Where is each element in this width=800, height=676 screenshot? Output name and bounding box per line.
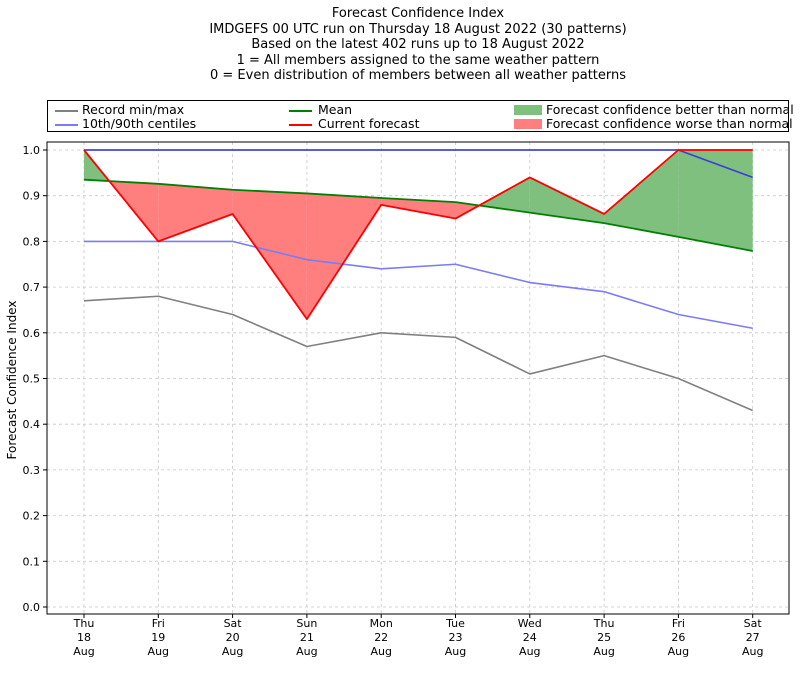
y-axis-label: Forecast Confidence Index — [5, 301, 19, 460]
y-tick-label: 0.4 — [23, 418, 41, 431]
x-tick-label-part: 27 — [746, 631, 760, 644]
x-tick-label-part: Aug — [593, 645, 614, 658]
legend-worse-swatch — [514, 119, 542, 129]
chart-subtitle-zero: 0 = Even distribution of members between… — [209, 68, 627, 84]
x-tick-label-part: Wed — [518, 617, 542, 630]
better-than-normal-fill — [529, 177, 605, 224]
x-tick-label-part: Thu — [73, 617, 95, 630]
x-tick-label-part: Sat — [744, 617, 763, 630]
x-tick-label-part: Aug — [519, 645, 540, 658]
chart-title: Forecast Confidence Index — [331, 6, 505, 21]
x-tick-label: Sun 21 Aug — [296, 617, 317, 658]
legend-better-label: Forecast confidence better than normal — [546, 102, 794, 117]
y-axis-ticks: 0.0 0.1 0.2 0.3 0.4 0.5 0.6 0.7 0.8 0.9 1.0 — [23, 144, 47, 614]
x-tick-label-part: Aug — [296, 645, 317, 658]
x-tick-label-part: Thu — [593, 617, 615, 630]
chart-title-block: Forecast Confidence Index IMDGEFS 00 UTC… — [0, 6, 800, 84]
x-tick-label-part: Sat — [224, 617, 243, 630]
x-tick-label: Thu 18 Aug — [73, 617, 95, 658]
legend-centiles-swatch — [55, 124, 78, 126]
x-tick-label-part: Tue — [445, 617, 465, 630]
y-tick-label: 0.7 — [23, 281, 41, 294]
x-tick-label-part: Aug — [222, 645, 243, 658]
current-forecast-line — [83, 149, 753, 320]
x-tick-label-part: 20 — [226, 631, 240, 644]
x-tick-label: Fri 19 Aug — [148, 617, 169, 658]
legend-current-label: Current forecast — [318, 116, 420, 131]
x-tick-label: Sat 20 Aug — [222, 617, 243, 658]
worse-than-normal-fill — [381, 197, 456, 219]
x-tick-label-part: Fri — [152, 617, 165, 630]
centile-90-line — [84, 149, 753, 179]
x-tick-label: Sat 27 Aug — [742, 617, 763, 658]
better-than-normal-fill — [604, 150, 679, 237]
y-tick-label: 0.9 — [23, 190, 41, 203]
x-tick-label-part: Mon — [370, 617, 393, 630]
legend-centiles-label: 10th/90th centiles — [82, 116, 197, 131]
worse-than-normal-fill — [232, 189, 307, 320]
legend-record-label: Record min/max — [82, 102, 185, 117]
legend-worse-label: Forecast confidence worse than normal — [546, 116, 793, 131]
x-tick-label: Thu 25 Aug — [593, 617, 615, 658]
y-tick-label: 0.6 — [23, 327, 41, 340]
x-tick-label-part: 21 — [300, 631, 314, 644]
y-tick-label: 0.5 — [23, 373, 41, 386]
legend-mean-label: Mean — [318, 102, 353, 117]
x-tick-label-part: Aug — [73, 645, 94, 658]
centile-10-line — [84, 240, 753, 330]
x-tick-label-part: Sun — [296, 617, 317, 630]
x-tick-label: Fri 26 Aug — [668, 617, 689, 658]
better-than-normal-fill — [678, 150, 753, 251]
x-tick-label-part: Fri — [672, 617, 685, 630]
legend-current-swatch — [289, 124, 312, 126]
x-tick-label-part: 18 — [77, 631, 91, 644]
x-tick-label-part: 24 — [523, 631, 537, 644]
x-tick-label-part: 25 — [597, 631, 611, 644]
chart-subtitle-run: IMDGEFS 00 UTC run on Thursday 18 August… — [209, 21, 627, 37]
legend-record-swatch — [55, 110, 78, 112]
legend: Record min/max 10th/90th centiles Mean C… — [47, 100, 794, 132]
y-tick-label: 0.0 — [23, 601, 41, 614]
worse-than-normal-fill — [158, 183, 233, 242]
x-tick-label-part: 23 — [449, 631, 463, 644]
y-tick-label: 0.8 — [23, 235, 41, 248]
chart-subtitle-one: 1 = All members assigned to the same wea… — [236, 52, 600, 68]
x-tick-label: Tue 23 Aug — [445, 617, 466, 658]
legend-mean-swatch — [289, 110, 312, 112]
x-tick-label-part: Aug — [370, 645, 391, 658]
x-tick-label-part: Aug — [445, 645, 466, 658]
x-tick-label-part: 26 — [671, 631, 685, 644]
y-tick-label: 0.2 — [23, 510, 41, 523]
x-tick-label-part: 22 — [374, 631, 388, 644]
x-tick-label-part: Aug — [148, 645, 169, 658]
worse-than-normal-fill — [306, 193, 382, 320]
chart-subtitle-basis: Based on the latest 402 runs up to 18 Au… — [251, 37, 585, 53]
y-tick-label: 0.3 — [23, 464, 41, 477]
y-tick-label: 0.1 — [23, 555, 41, 568]
x-tick-label-part: Aug — [742, 645, 763, 658]
y-tick-label: 1.0 — [23, 144, 41, 157]
better-than-normal-fill — [479, 177, 530, 213]
x-tick-label: Mon 22 Aug — [370, 617, 393, 658]
confidence-fills — [84, 150, 753, 320]
x-tick-label-part: Aug — [668, 645, 689, 658]
mean-line — [83, 178, 753, 252]
x-tick-label-part: 19 — [151, 631, 165, 644]
record-min-line — [83, 295, 754, 412]
series-lines — [83, 149, 754, 412]
legend-better-swatch — [514, 105, 542, 115]
x-tick-label: Wed 24 Aug — [518, 617, 542, 658]
